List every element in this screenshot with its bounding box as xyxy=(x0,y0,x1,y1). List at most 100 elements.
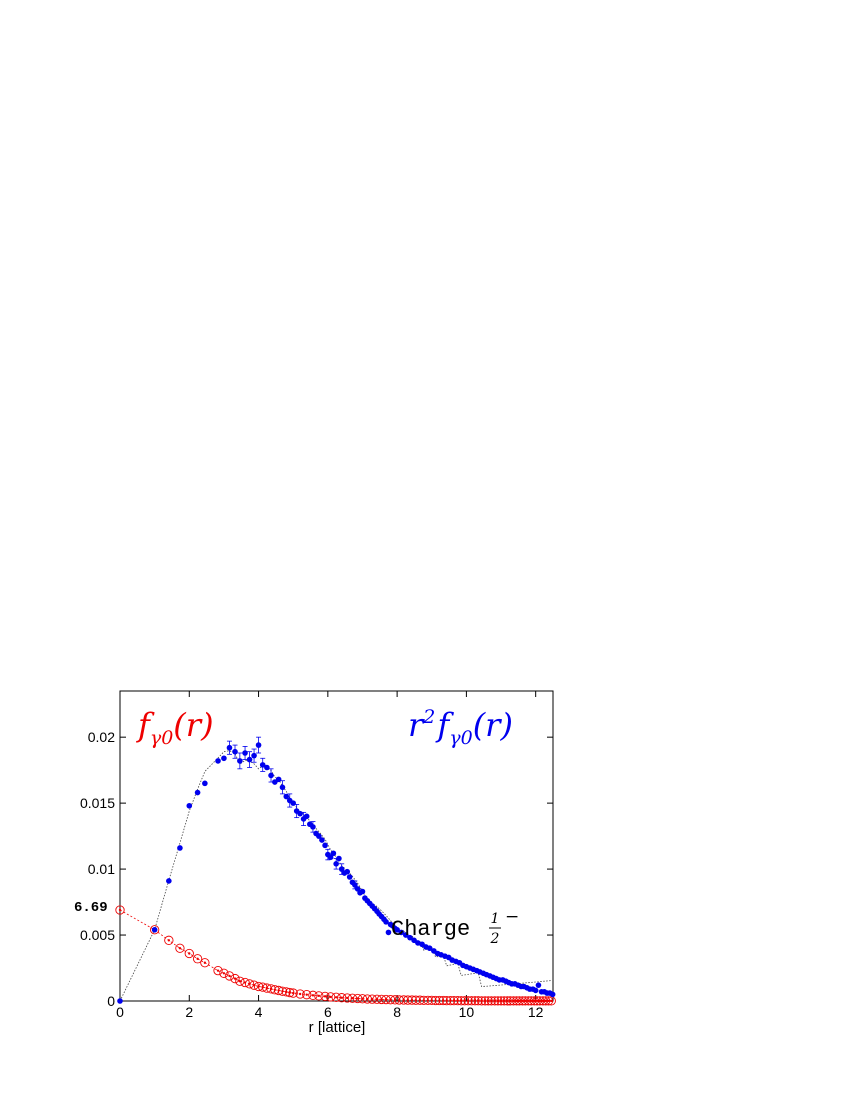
f-point-center xyxy=(487,999,490,1003)
f-point-center xyxy=(292,991,295,995)
f-point-center xyxy=(233,977,237,980)
f-point xyxy=(240,977,250,988)
r2f-point xyxy=(322,842,328,849)
f-point-center xyxy=(216,969,220,972)
r2f-point xyxy=(352,882,358,888)
r2f-point xyxy=(426,945,433,952)
intercept-label: 6.69 xyxy=(74,900,108,916)
f-point-center xyxy=(196,957,199,960)
f-point xyxy=(249,980,259,990)
f-point-center xyxy=(515,999,518,1003)
x-tick-label: 4 xyxy=(255,1004,263,1020)
f-point-center xyxy=(541,999,545,1003)
f-point-center xyxy=(496,999,500,1003)
f-point xyxy=(219,968,229,978)
f-point xyxy=(325,992,336,1002)
f-point xyxy=(164,935,174,945)
f-point-center xyxy=(529,999,533,1003)
f-point xyxy=(331,992,341,1002)
r2f-point xyxy=(232,748,238,755)
r2f-point xyxy=(151,926,158,933)
f-point-center xyxy=(178,947,182,950)
f-point-center xyxy=(538,999,542,1003)
f-point-center xyxy=(509,999,512,1003)
charge-text: Charge xyxy=(391,917,470,942)
f-point xyxy=(308,990,318,1000)
x-axis-label: r [lattice] xyxy=(309,1019,366,1036)
charge-sign: − xyxy=(505,907,519,927)
f-point-center xyxy=(334,996,338,999)
f-point xyxy=(295,989,305,999)
x-tick-label: 6 xyxy=(324,1004,332,1020)
f-point xyxy=(115,905,125,915)
right-label-arg: (r) xyxy=(473,706,513,744)
f-point-center xyxy=(518,999,521,1003)
r2f-point xyxy=(242,750,248,756)
left-series-label: fγ0(r) xyxy=(136,706,214,749)
f-point-center xyxy=(298,992,302,996)
f-point-center xyxy=(188,952,191,955)
x-tick-label: 8 xyxy=(393,1004,401,1020)
r2f-point xyxy=(259,762,266,768)
f-point xyxy=(541,996,551,1006)
f-point-center xyxy=(118,908,122,912)
f-point-center xyxy=(483,999,487,1003)
f-point xyxy=(337,993,347,1003)
r2f-point xyxy=(333,861,339,867)
f-point-center xyxy=(535,999,539,1003)
f-point-center xyxy=(524,999,527,1003)
r2f-point xyxy=(535,982,542,988)
r2f-point xyxy=(336,855,342,862)
f-point-center xyxy=(544,999,547,1003)
f-point xyxy=(184,948,194,959)
f-point-center xyxy=(167,939,171,942)
r2f-point xyxy=(359,888,366,895)
r2f-point xyxy=(117,998,123,1004)
f-point-center xyxy=(340,996,343,999)
f-point xyxy=(543,996,554,1006)
f-point xyxy=(224,971,235,981)
f-point-center xyxy=(311,994,315,997)
fit-curve-r2f xyxy=(119,750,552,1002)
r2f-point xyxy=(202,780,208,787)
y-tick-label: 0.02 xyxy=(88,729,115,745)
x-tick-label: 12 xyxy=(528,1004,544,1020)
r2f-point xyxy=(303,813,310,820)
f-point xyxy=(314,991,324,1001)
r2f-point xyxy=(327,854,334,861)
f-point-center xyxy=(499,999,503,1003)
y-tick-label: 0.01 xyxy=(88,861,115,877)
f-point-center xyxy=(547,999,550,1003)
r2f-point xyxy=(394,926,400,933)
r2f-point xyxy=(532,987,539,994)
charge-frac-den: 2 xyxy=(490,931,500,947)
f-point-center xyxy=(512,999,515,1003)
x-tick-label: 2 xyxy=(185,1004,193,1020)
x-tick-label: 10 xyxy=(459,1004,475,1020)
r2f-point xyxy=(255,742,262,748)
r2f-point xyxy=(194,789,201,796)
r2f-point xyxy=(330,850,337,857)
f-point-center xyxy=(533,999,536,1003)
r2f-point xyxy=(226,744,233,751)
r2f-point xyxy=(297,810,303,817)
f-point-center xyxy=(473,999,477,1002)
r2f-point xyxy=(283,793,290,800)
f-point xyxy=(149,925,160,935)
y-tick-label: 0.005 xyxy=(80,927,115,943)
fit-curves xyxy=(119,750,552,1002)
f-point-center xyxy=(493,999,497,1003)
fit-curve-f xyxy=(119,909,552,1002)
f-point-center xyxy=(527,999,530,1003)
f-point-center xyxy=(238,980,242,983)
r2f-point xyxy=(398,929,405,936)
f-point xyxy=(235,976,245,986)
f-point xyxy=(288,988,298,998)
right-series-label: r2fγ0(r) xyxy=(408,706,513,749)
f-point xyxy=(320,991,330,1002)
r2f-point xyxy=(407,934,413,941)
r2f-point xyxy=(246,756,253,763)
y-tick-label: 0.015 xyxy=(80,795,115,811)
